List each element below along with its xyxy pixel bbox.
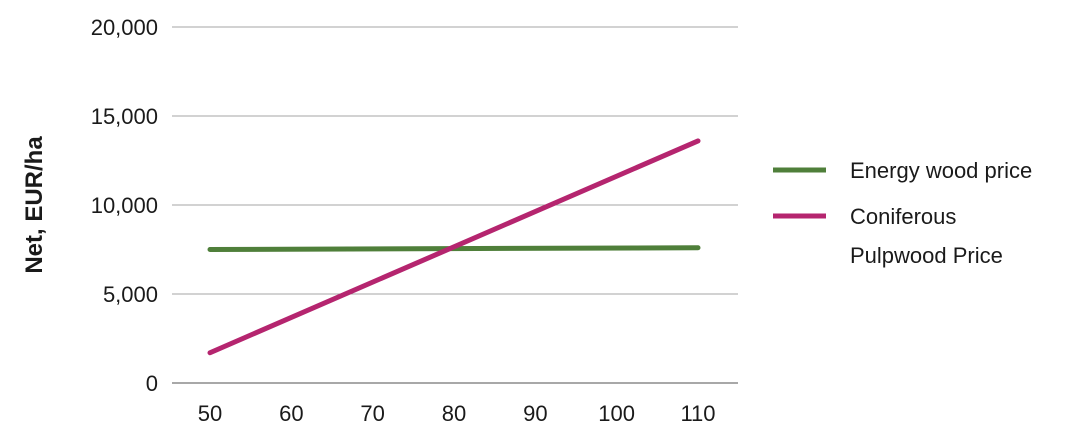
y-axis-label: Net, EUR/ha [21,136,48,274]
x-tick-label: 100 [598,401,635,426]
y-tick-label: 20,000 [91,15,158,40]
x-tick-label: 90 [523,401,547,426]
legend-label-2: Coniferous Pulpwood Price [850,204,1003,268]
y-tick-label: 15,000 [91,104,158,129]
x-tick-label: 70 [360,401,384,426]
x-tick-label: 60 [279,401,303,426]
x-tick-label: 80 [442,401,466,426]
x-tick-label: 110 [680,401,715,426]
y-axis-ticks: 0 5,000 10,000 15,000 20,000 [91,15,158,396]
legend: Energy wood price Coniferous Pulpwood Pric… [773,158,1032,268]
y-tick-label: 10,000 [91,193,158,218]
y-tick-label: 0 [146,371,158,396]
x-axis-ticks: 50 60 70 80 90 100 110 [198,401,716,426]
legend-label-1: Energy wood price [850,158,1032,183]
series-lines [210,141,698,353]
y-tick-label: 5,000 [103,282,158,307]
gridlines [172,27,738,383]
x-tick-label: 50 [198,401,222,426]
